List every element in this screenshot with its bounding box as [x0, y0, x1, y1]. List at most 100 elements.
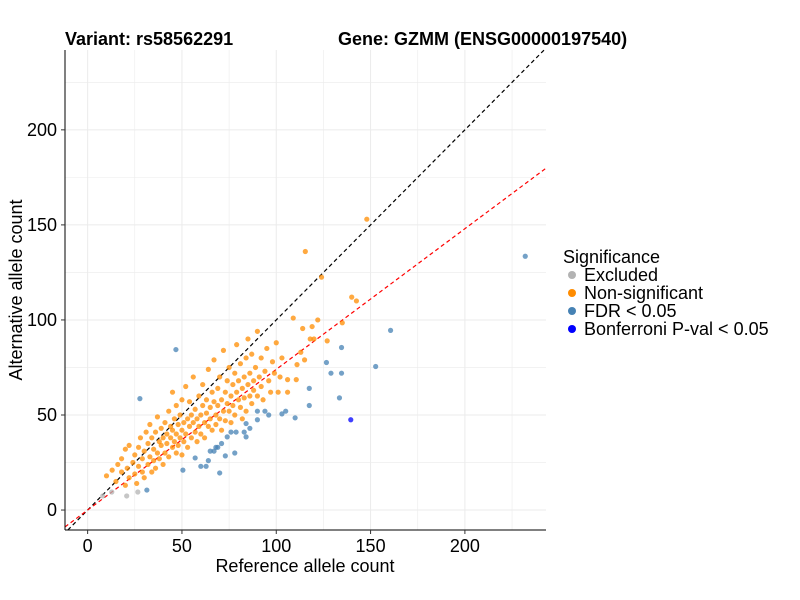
data-point [166, 408, 172, 414]
data-point [247, 393, 253, 399]
data-point [224, 378, 230, 384]
reference-lines [64, 49, 547, 531]
data-point [228, 429, 234, 435]
data-point [194, 416, 200, 422]
data-point [180, 467, 186, 473]
x-axis-label: Reference allele count [215, 556, 394, 576]
data-point [211, 399, 217, 405]
data-point [224, 400, 230, 407]
data-point [298, 349, 304, 355]
data-point [175, 421, 181, 428]
data-point [169, 427, 176, 433]
data-point [194, 439, 200, 445]
data-point [179, 397, 185, 403]
data-point [245, 381, 251, 388]
fit-line [64, 167, 547, 528]
x-tick-label: 100 [261, 536, 291, 556]
data-point [169, 444, 176, 450]
data-point [243, 408, 249, 414]
data-point [162, 450, 168, 456]
data-point [213, 421, 219, 428]
gene-title: Gene: GZMM (ENSG00000197540) [338, 29, 627, 49]
data-point [198, 463, 204, 469]
data-point [252, 364, 259, 371]
data-point [124, 493, 130, 499]
data-point [183, 383, 189, 390]
data-point [284, 377, 291, 383]
data-point [239, 416, 245, 422]
data-point [175, 442, 181, 449]
data-point [190, 374, 196, 380]
data-point [262, 408, 268, 414]
data-point [151, 458, 157, 464]
data-point [145, 440, 151, 447]
data-point [232, 370, 238, 376]
series-bonferroni-p-val-0-05 [348, 417, 354, 423]
data-point [151, 446, 157, 452]
data-point [277, 374, 283, 380]
data-point [207, 416, 213, 422]
data-point [144, 487, 150, 493]
data-point [307, 336, 313, 342]
data-point [336, 395, 343, 401]
x-tick-label: 150 [356, 536, 386, 556]
data-point [254, 393, 260, 399]
data-point [373, 363, 379, 370]
data-point [113, 478, 119, 485]
y-tick-label: 50 [37, 405, 57, 425]
data-point [224, 434, 230, 440]
data-point [215, 385, 221, 391]
data-point [118, 469, 125, 475]
variant-title: Variant: rs58562291 [65, 29, 233, 49]
data-point [279, 355, 285, 361]
data-point [185, 444, 191, 450]
data-point [218, 440, 225, 447]
data-point [147, 454, 153, 460]
data-point [164, 440, 170, 447]
data-point [186, 423, 193, 429]
data-point [241, 395, 247, 401]
series-excluded [100, 489, 141, 499]
data-point [198, 431, 204, 437]
data-point [324, 338, 330, 344]
points [100, 216, 528, 499]
data-point [234, 342, 240, 348]
data-point [228, 393, 234, 399]
identity-line [67, 49, 545, 531]
x-tick-label: 200 [450, 536, 480, 556]
data-point [241, 374, 247, 380]
data-point [292, 415, 298, 421]
data-point [260, 397, 266, 403]
data-point [196, 423, 202, 429]
data-point [239, 385, 245, 391]
data-point [241, 429, 247, 435]
y-tick-label: 0 [47, 500, 57, 520]
data-point [164, 431, 170, 437]
data-point [160, 435, 166, 441]
data-point [211, 357, 217, 363]
data-point [203, 410, 210, 416]
data-point [339, 320, 345, 326]
legend-title: Significance [563, 247, 660, 267]
data-point [126, 442, 132, 449]
data-point [124, 465, 130, 471]
data-point [364, 216, 370, 222]
data-point [207, 448, 213, 454]
data-point [215, 402, 221, 409]
data-point [158, 442, 164, 449]
data-point [251, 387, 257, 393]
data-point [232, 412, 238, 418]
data-point [135, 489, 141, 495]
data-point [154, 450, 161, 456]
data-point [235, 378, 242, 384]
data-point [205, 366, 211, 372]
data-point [269, 359, 276, 365]
legend-label: Excluded [584, 265, 658, 285]
legend-key-0 [568, 271, 576, 279]
data-point [279, 411, 285, 417]
data-point [126, 475, 132, 481]
data-point [222, 389, 228, 395]
data-point [349, 294, 355, 300]
y-axis-label: Alternative allele count [6, 199, 26, 380]
